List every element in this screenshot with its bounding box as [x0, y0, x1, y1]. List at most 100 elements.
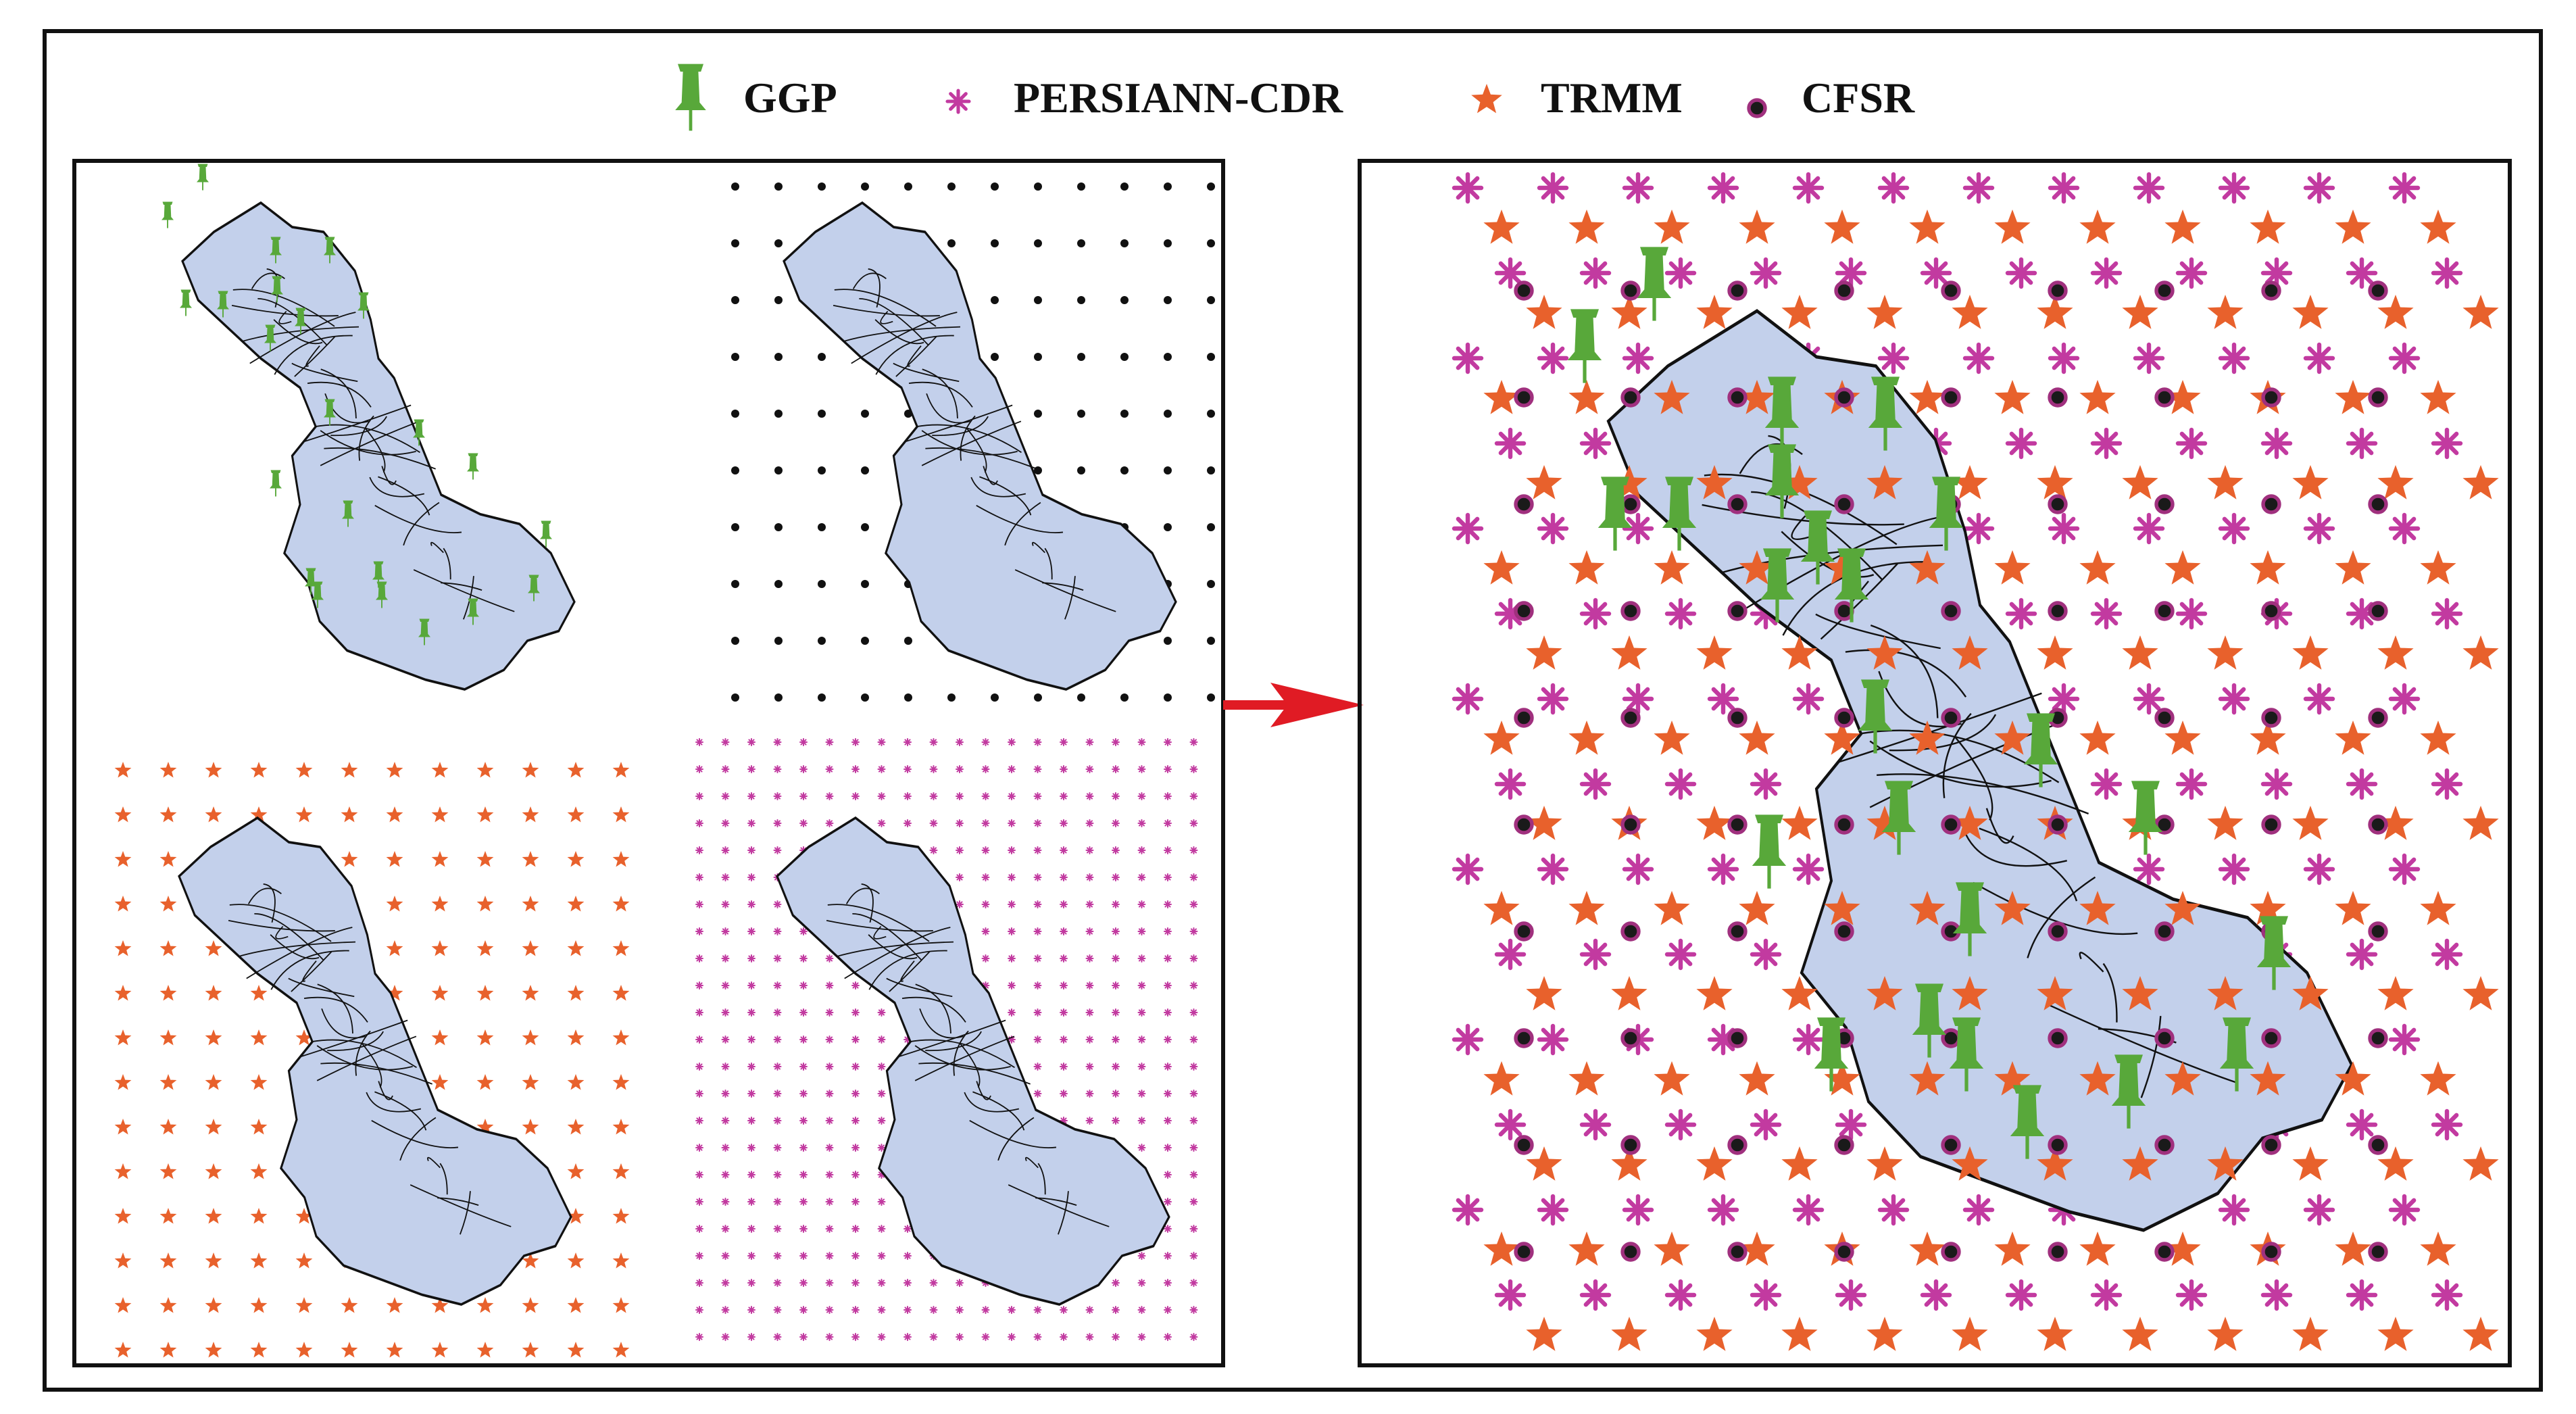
- asterisk-icon: [956, 738, 964, 746]
- asterisk-icon: [851, 1225, 860, 1233]
- asterisk-icon: [1085, 765, 1094, 773]
- asterisk-icon: [1622, 172, 1654, 204]
- asterisk-icon: [825, 1279, 834, 1287]
- asterisk-icon: [1060, 738, 1068, 746]
- asterisk-icon: [2090, 257, 2123, 289]
- asterisk-icon: [1877, 1194, 1910, 1226]
- outer-frame: [43, 29, 2543, 1392]
- asterisk-icon: [1792, 1194, 1825, 1226]
- ringed-dot-icon: [2261, 814, 2281, 835]
- asterisk-icon: [2175, 598, 2208, 630]
- asterisk-icon: [1877, 342, 1910, 374]
- star-icon: [2462, 976, 2499, 1010]
- legend-item-ggp: [675, 64, 706, 131]
- asterisk-icon: [2090, 1279, 2123, 1311]
- star-icon: [2207, 976, 2244, 1010]
- star-icon: [476, 1119, 494, 1135]
- asterisk-icon: [877, 1090, 886, 1098]
- pushpin-icon: [217, 291, 229, 318]
- asterisk-icon: [695, 1144, 703, 1152]
- star-icon: [159, 806, 177, 823]
- asterisk-icon: [1008, 846, 1016, 854]
- star-icon: [114, 851, 132, 867]
- asterisk-icon: [903, 738, 912, 746]
- asterisk-icon: [1060, 900, 1068, 908]
- asterisk-icon: [1137, 981, 1146, 990]
- asterisk-icon: [695, 1225, 703, 1233]
- star-icon: [159, 1297, 177, 1313]
- ringed-dot-icon: [1514, 1135, 1534, 1155]
- star-icon: [1568, 550, 1605, 585]
- asterisk-icon: [1750, 938, 1782, 971]
- star-icon: [1611, 295, 1648, 329]
- star-icon: [2420, 550, 2456, 585]
- ringed-dot-icon: [1514, 1028, 1534, 1048]
- asterisk-icon: [1112, 819, 1120, 827]
- asterisk-icon: [851, 1198, 860, 1206]
- star-icon: [1781, 976, 1818, 1010]
- asterisk-icon: [956, 819, 964, 827]
- ringed-dot-icon: [2261, 387, 2281, 408]
- asterisk-icon: [1189, 1306, 1198, 1314]
- star-icon: [295, 1029, 313, 1046]
- asterisk-icon: [1452, 342, 1484, 374]
- grid-point: [818, 466, 826, 474]
- asterisk-icon: [2005, 598, 2037, 630]
- asterisk-icon: [1137, 765, 1146, 773]
- ringed-dot-icon: [1620, 494, 1641, 514]
- grid-point: [818, 410, 826, 418]
- grid-point: [1207, 693, 1215, 702]
- star-icon: [159, 940, 177, 956]
- asterisk-icon: [1622, 342, 1654, 374]
- asterisk-icon: [1189, 1035, 1198, 1044]
- ringed-dot-icon: [2048, 1028, 2068, 1048]
- star-icon: [2377, 295, 2414, 329]
- asterisk-icon: [1164, 954, 1172, 962]
- asterisk-icon: [903, 1306, 912, 1314]
- ringed-dot-icon: [1514, 494, 1534, 514]
- ringed-dot-icon: [2048, 387, 2068, 408]
- asterisk-icon: [2388, 172, 2421, 204]
- asterisk-icon: [773, 1306, 782, 1314]
- star-icon: [1739, 891, 1775, 925]
- asterisk-icon: [721, 873, 730, 881]
- asterisk-icon: [2175, 427, 2208, 460]
- asterisk-icon: [721, 819, 730, 827]
- asterisk-icon: [1112, 954, 1120, 962]
- star-icon: [2377, 465, 2414, 499]
- asterisk-icon: [956, 846, 964, 854]
- asterisk-icon: [1164, 846, 1172, 854]
- asterisk-icon: [1085, 1063, 1094, 1071]
- ringed-dot-icon: [1727, 708, 1748, 728]
- star-icon: [567, 1074, 585, 1090]
- grid-point: [731, 523, 739, 531]
- star-icon: [567, 806, 585, 823]
- star-icon: [2122, 1317, 2158, 1351]
- asterisk-icon: [929, 1279, 938, 1287]
- asterisk-icon: [2090, 427, 2123, 460]
- asterisk-icon: [877, 1117, 886, 1125]
- pushpin-icon: [271, 276, 283, 303]
- pushpin-icon: [357, 292, 370, 319]
- asterisk-icon: [747, 981, 756, 990]
- asterisk-icon: [747, 1063, 756, 1071]
- star-icon: [2335, 891, 2371, 925]
- asterisk-icon: [721, 1198, 730, 1206]
- asterisk-icon: [1189, 900, 1198, 908]
- asterisk-icon: [1137, 1144, 1146, 1152]
- grid-point: [947, 239, 956, 247]
- asterisk-icon: [1112, 1008, 1120, 1017]
- pushpin-icon: [1662, 477, 1697, 551]
- star-icon: [2079, 210, 2116, 244]
- asterisk-icon: [1537, 512, 1569, 545]
- asterisk-icon: [851, 1252, 860, 1260]
- asterisk-icon: [1060, 819, 1068, 827]
- asterisk-icon: [799, 1035, 808, 1044]
- asterisk-icon: [851, 1090, 860, 1098]
- star-icon: [612, 851, 630, 867]
- ringed-dot-icon: [1727, 1028, 1748, 1048]
- asterisk-icon: [1537, 1023, 1569, 1056]
- star-icon: [1994, 550, 2031, 585]
- asterisk-icon: [747, 1035, 756, 1044]
